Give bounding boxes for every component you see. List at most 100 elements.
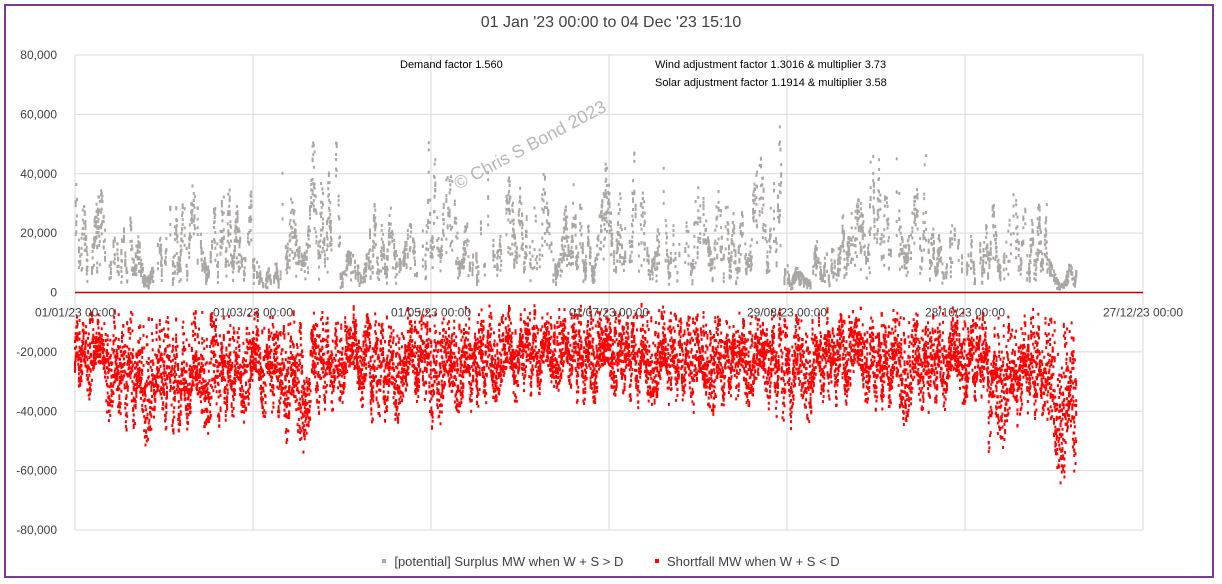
surplus-point bbox=[791, 282, 794, 286]
surplus-point bbox=[393, 253, 396, 257]
surplus-point bbox=[758, 197, 761, 201]
surplus-point bbox=[548, 224, 551, 228]
surplus-point bbox=[796, 271, 799, 275]
surplus-point bbox=[227, 192, 230, 196]
surplus-point bbox=[863, 233, 866, 237]
surplus-point bbox=[320, 181, 323, 185]
surplus-point bbox=[970, 266, 973, 270]
surplus-point bbox=[233, 244, 236, 248]
surplus-point bbox=[440, 244, 443, 248]
surplus-point bbox=[528, 245, 531, 249]
surplus-point bbox=[776, 196, 779, 200]
surplus-point bbox=[879, 207, 882, 211]
surplus-point bbox=[1033, 263, 1036, 267]
surplus-point bbox=[922, 234, 925, 238]
surplus-point bbox=[288, 266, 291, 270]
surplus-point bbox=[611, 243, 614, 247]
surplus-point bbox=[641, 214, 644, 218]
surplus-point bbox=[915, 188, 918, 192]
shortfall-point bbox=[135, 365, 138, 369]
surplus-point bbox=[93, 241, 96, 245]
surplus-point bbox=[412, 251, 415, 255]
surplus-point bbox=[90, 269, 93, 273]
surplus-point bbox=[880, 257, 883, 261]
surplus-point bbox=[277, 279, 280, 283]
shortfall-point bbox=[77, 353, 80, 357]
surplus-point bbox=[98, 195, 101, 199]
surplus-point bbox=[788, 275, 791, 279]
shortfall-point bbox=[76, 332, 79, 336]
surplus-point bbox=[1030, 248, 1033, 252]
surplus-point bbox=[778, 220, 781, 224]
surplus-point bbox=[609, 224, 612, 228]
surplus-point bbox=[730, 258, 733, 262]
surplus-point bbox=[752, 211, 755, 215]
surplus-point bbox=[399, 263, 402, 267]
surplus-point bbox=[837, 257, 840, 261]
surplus-point bbox=[508, 201, 511, 205]
surplus-point bbox=[936, 272, 939, 276]
shortfall-point bbox=[131, 329, 134, 333]
surplus-point bbox=[483, 273, 486, 277]
shortfall-point bbox=[124, 350, 127, 354]
surplus-point bbox=[741, 212, 744, 216]
shortfall-point bbox=[74, 357, 77, 361]
surplus-point bbox=[337, 215, 340, 219]
surplus-point bbox=[923, 230, 926, 234]
surplus-point bbox=[769, 229, 772, 233]
surplus-point bbox=[838, 260, 841, 264]
surplus-point bbox=[139, 258, 142, 262]
surplus-point bbox=[349, 256, 352, 260]
surplus-point bbox=[277, 281, 280, 285]
surplus-point bbox=[1034, 263, 1037, 267]
surplus-point bbox=[229, 239, 232, 243]
surplus-point bbox=[707, 239, 710, 243]
surplus-point bbox=[487, 196, 490, 200]
surplus-point bbox=[505, 233, 508, 237]
surplus-point bbox=[395, 272, 398, 276]
surplus-point bbox=[134, 268, 137, 272]
surplus-point bbox=[395, 261, 398, 265]
surplus-point bbox=[301, 256, 304, 260]
surplus-point bbox=[750, 267, 753, 271]
surplus-point bbox=[188, 238, 191, 242]
surplus-point bbox=[866, 246, 869, 250]
surplus-point bbox=[970, 235, 973, 239]
surplus-point bbox=[466, 238, 469, 242]
surplus-point bbox=[932, 239, 935, 243]
surplus-point bbox=[1030, 237, 1033, 241]
surplus-point bbox=[104, 255, 107, 259]
surplus-point bbox=[932, 251, 935, 255]
surplus-point bbox=[389, 235, 392, 239]
surplus-point bbox=[135, 273, 138, 277]
surplus-point bbox=[545, 219, 548, 223]
surplus-point bbox=[778, 209, 781, 213]
shortfall-point bbox=[138, 373, 141, 377]
surplus-point bbox=[914, 215, 917, 219]
shortfall-point bbox=[125, 380, 128, 384]
surplus-point bbox=[137, 262, 140, 266]
surplus-point bbox=[913, 207, 916, 211]
surplus-point bbox=[564, 227, 567, 231]
surplus-point bbox=[699, 216, 702, 220]
surplus-point bbox=[564, 225, 567, 229]
surplus-point bbox=[579, 221, 582, 225]
surplus-point bbox=[1015, 199, 1018, 203]
surplus-point bbox=[102, 240, 105, 244]
surplus-point bbox=[120, 266, 123, 270]
surplus-point bbox=[851, 257, 854, 261]
surplus-point bbox=[138, 245, 141, 249]
surplus-point bbox=[901, 247, 904, 251]
surplus-point bbox=[603, 218, 606, 222]
surplus-point bbox=[359, 277, 362, 281]
surplus-point bbox=[731, 221, 734, 225]
shortfall-point bbox=[137, 340, 140, 344]
surplus-point bbox=[169, 222, 172, 226]
surplus-point bbox=[831, 267, 834, 271]
surplus-point bbox=[941, 281, 944, 285]
shortfall-point bbox=[130, 371, 133, 375]
surplus-point bbox=[353, 265, 356, 269]
surplus-point bbox=[307, 243, 310, 247]
surplus-point bbox=[84, 225, 87, 229]
shortfall-point bbox=[135, 372, 138, 376]
